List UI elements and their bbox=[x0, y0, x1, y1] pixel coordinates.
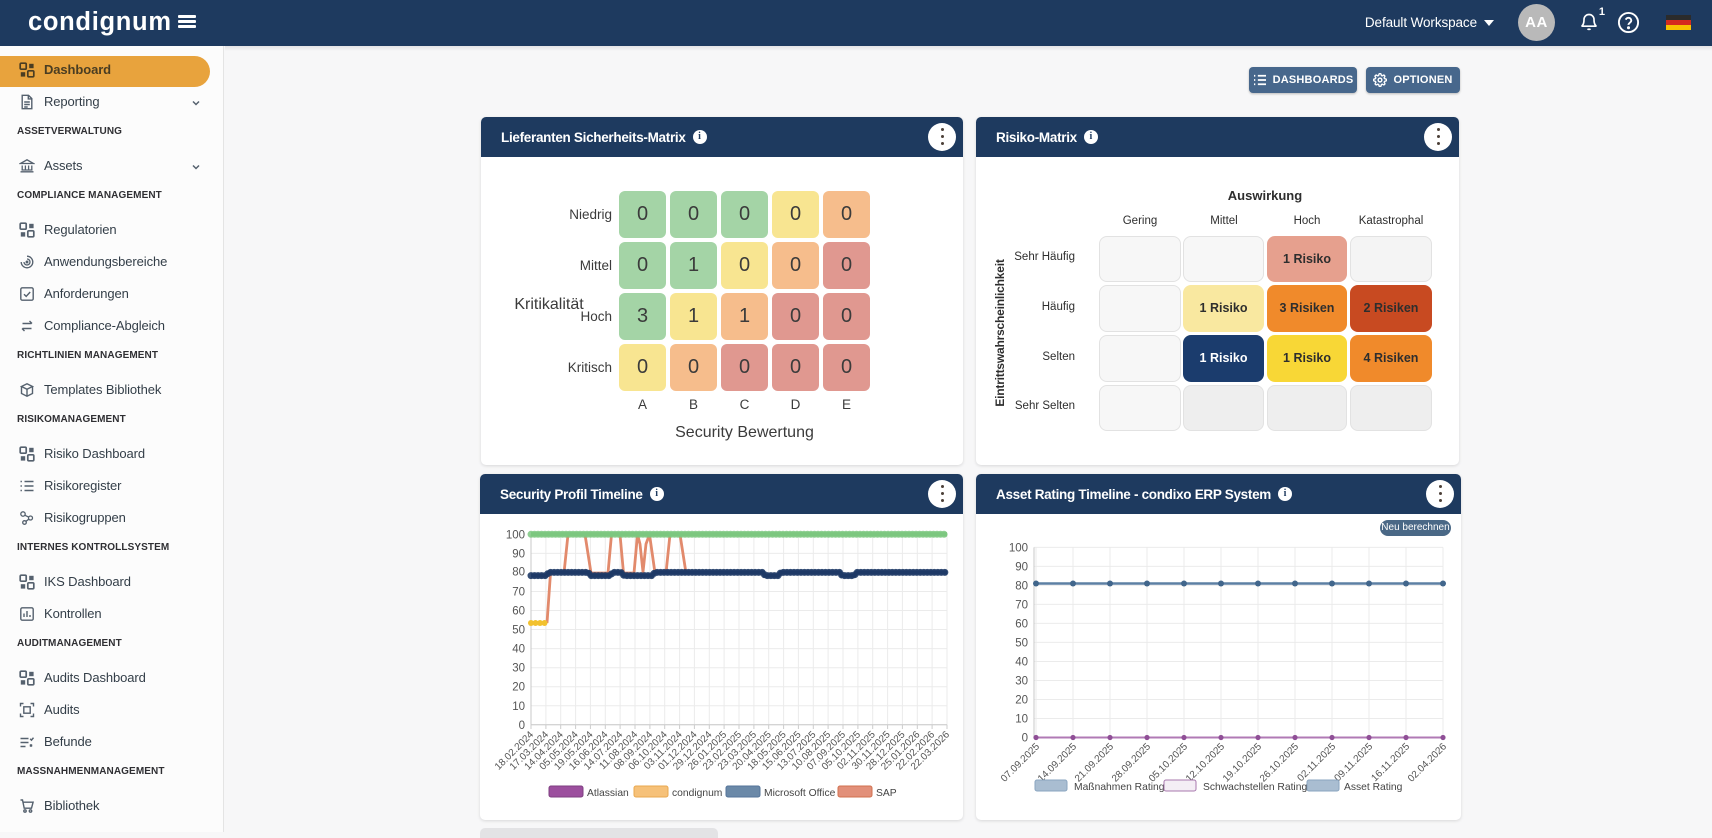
svg-text:02.04.2026: 02.04.2026 bbox=[1406, 741, 1449, 784]
svg-text:0: 0 bbox=[1022, 733, 1028, 745]
svg-text:70: 70 bbox=[1015, 599, 1028, 611]
svg-text:80: 80 bbox=[1015, 580, 1028, 592]
svg-text:condignum: condignum bbox=[672, 788, 722, 799]
svg-text:60: 60 bbox=[512, 606, 525, 618]
svg-text:90: 90 bbox=[512, 548, 525, 560]
svg-text:Asset Rating: Asset Rating bbox=[1344, 782, 1403, 793]
svg-text:09.11.2025: 09.11.2025 bbox=[1332, 741, 1375, 784]
svg-text:80: 80 bbox=[512, 567, 525, 579]
svg-text:90: 90 bbox=[1015, 561, 1028, 573]
svg-text:100: 100 bbox=[1009, 542, 1028, 554]
svg-text:60: 60 bbox=[1015, 618, 1028, 630]
svg-text:10: 10 bbox=[1015, 714, 1028, 726]
svg-text:20: 20 bbox=[512, 682, 525, 694]
svg-text:50: 50 bbox=[1015, 637, 1028, 649]
svg-text:SAP: SAP bbox=[876, 788, 897, 799]
svg-text:26.10.2025: 26.10.2025 bbox=[1258, 741, 1301, 784]
svg-text:30: 30 bbox=[512, 663, 525, 675]
svg-text:Atlassian: Atlassian bbox=[587, 788, 629, 799]
svg-text:40: 40 bbox=[512, 644, 525, 656]
svg-text:10: 10 bbox=[512, 701, 525, 713]
svg-text:Schwachstellen Rating: Schwachstellen Rating bbox=[1203, 782, 1307, 793]
svg-text:50: 50 bbox=[512, 625, 525, 637]
svg-text:20: 20 bbox=[1015, 695, 1028, 707]
svg-text:70: 70 bbox=[512, 587, 525, 599]
svg-text:0: 0 bbox=[519, 720, 525, 732]
svg-text:02.11.2025: 02.11.2025 bbox=[1295, 741, 1338, 784]
svg-text:100: 100 bbox=[506, 529, 525, 541]
svg-text:Maßnahmen Rating: Maßnahmen Rating bbox=[1074, 782, 1165, 793]
svg-text:Microsoft Office: Microsoft Office bbox=[764, 788, 836, 799]
svg-text:40: 40 bbox=[1015, 657, 1028, 669]
svg-text:30: 30 bbox=[1015, 676, 1028, 688]
